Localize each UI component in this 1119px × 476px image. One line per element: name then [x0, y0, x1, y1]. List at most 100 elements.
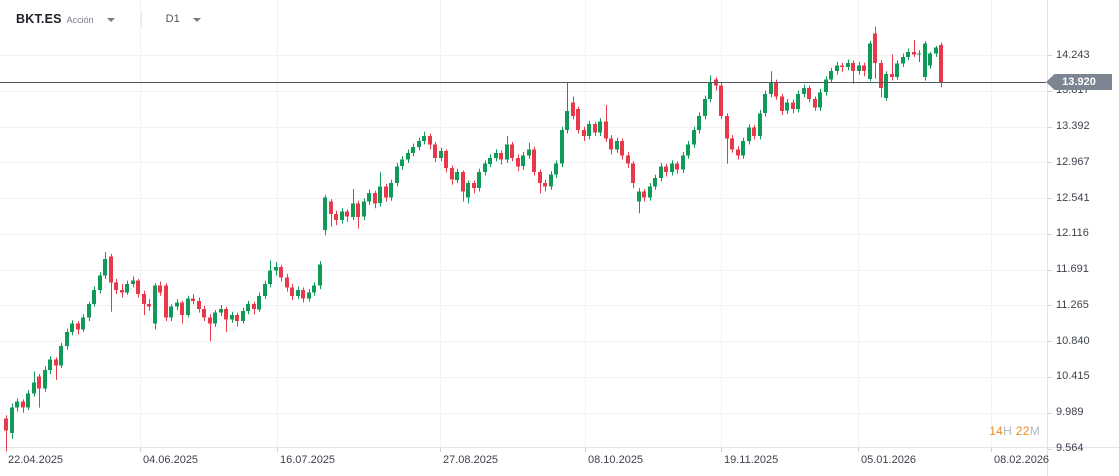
candle — [10, 403, 14, 439]
candle — [521, 152, 525, 170]
candle — [824, 76, 828, 96]
candle — [708, 75, 712, 103]
candle-body — [615, 141, 619, 150]
candle-body — [483, 163, 487, 173]
candle — [48, 356, 52, 374]
candle-body — [65, 331, 69, 347]
candle-body — [736, 149, 740, 156]
candle — [802, 84, 806, 98]
candle-body — [862, 65, 866, 72]
candle — [829, 67, 833, 83]
candle-body — [136, 280, 140, 295]
candle-body — [576, 109, 580, 131]
candle — [692, 126, 696, 148]
candle-body — [708, 82, 712, 99]
candle-body — [439, 151, 443, 158]
candle-body — [675, 163, 679, 170]
last-price-tag: 13.920 — [1046, 74, 1112, 90]
candle — [879, 60, 883, 98]
candle — [659, 162, 663, 182]
candle — [21, 399, 25, 413]
candle-body — [499, 152, 503, 160]
candle-body — [400, 159, 404, 167]
candle-body — [868, 43, 872, 79]
candle-body — [263, 284, 267, 296]
candle — [620, 138, 624, 160]
candle — [389, 179, 393, 201]
candle — [43, 366, 47, 392]
candle — [807, 85, 811, 103]
candle-body — [48, 359, 52, 370]
candle — [70, 320, 74, 336]
candle-body — [351, 203, 355, 217]
candle — [15, 398, 19, 412]
candle-body — [785, 102, 789, 111]
candle — [312, 282, 316, 296]
candle-body — [224, 309, 228, 320]
interval-button[interactable]: D1 — [142, 13, 201, 25]
candle — [631, 161, 635, 189]
candle-body — [659, 166, 663, 179]
candle-body — [631, 163, 635, 183]
candle — [472, 180, 476, 194]
candle-body — [598, 121, 602, 133]
candle-body — [345, 211, 349, 217]
candle — [780, 93, 784, 115]
candle-body — [87, 304, 91, 318]
candle — [114, 279, 118, 295]
candle-body — [593, 124, 597, 133]
candle — [796, 90, 800, 113]
interval-label: D1 — [165, 13, 180, 25]
candle — [301, 287, 305, 303]
candle — [164, 283, 168, 321]
date-axis-label: 08.02.2026 — [994, 454, 1050, 466]
date-axis-label: 04.06.2025 — [143, 454, 199, 466]
candle-body — [285, 277, 289, 288]
candle — [769, 71, 773, 98]
candle — [923, 41, 927, 81]
candle-body — [917, 53, 921, 55]
candle — [714, 77, 718, 91]
candle-body — [417, 141, 421, 147]
candle — [686, 141, 690, 159]
candle — [571, 96, 575, 120]
candle-body — [637, 191, 641, 202]
price-axis-label: 9.564 — [1056, 442, 1084, 454]
candle-body — [169, 306, 173, 318]
candle-body — [180, 302, 184, 316]
candle-body — [356, 203, 360, 217]
candle — [483, 160, 487, 176]
candle-body — [890, 73, 894, 78]
symbol-button[interactable]: BKT.ES Acción — [16, 12, 115, 26]
candle-body — [373, 193, 377, 204]
candle-body — [197, 300, 201, 310]
candle-body — [543, 183, 547, 187]
candle — [527, 142, 531, 159]
price-axis-label: 12.116 — [1056, 227, 1089, 239]
candle — [54, 357, 58, 380]
candle-body — [906, 51, 910, 57]
price-axis-label: 12.967 — [1056, 156, 1090, 168]
candle-body — [582, 130, 586, 136]
candle — [65, 328, 69, 350]
candle-body — [521, 155, 525, 167]
candle — [741, 137, 745, 159]
candle — [560, 126, 564, 168]
candle-body — [818, 92, 822, 108]
candle-body — [912, 51, 916, 55]
candle — [180, 300, 184, 324]
candle — [851, 60, 855, 84]
candle-body — [664, 166, 668, 173]
candle — [98, 272, 102, 294]
chevron-down-icon — [192, 18, 201, 22]
candle-body — [681, 155, 685, 170]
candle — [703, 95, 707, 120]
candle — [670, 160, 674, 176]
candle-body — [296, 289, 300, 296]
candle-body — [697, 115, 701, 131]
candle-body — [329, 201, 333, 215]
candle-body — [147, 304, 151, 307]
candle — [835, 62, 839, 75]
date-axis-label: 05.01.2026 — [861, 454, 917, 466]
